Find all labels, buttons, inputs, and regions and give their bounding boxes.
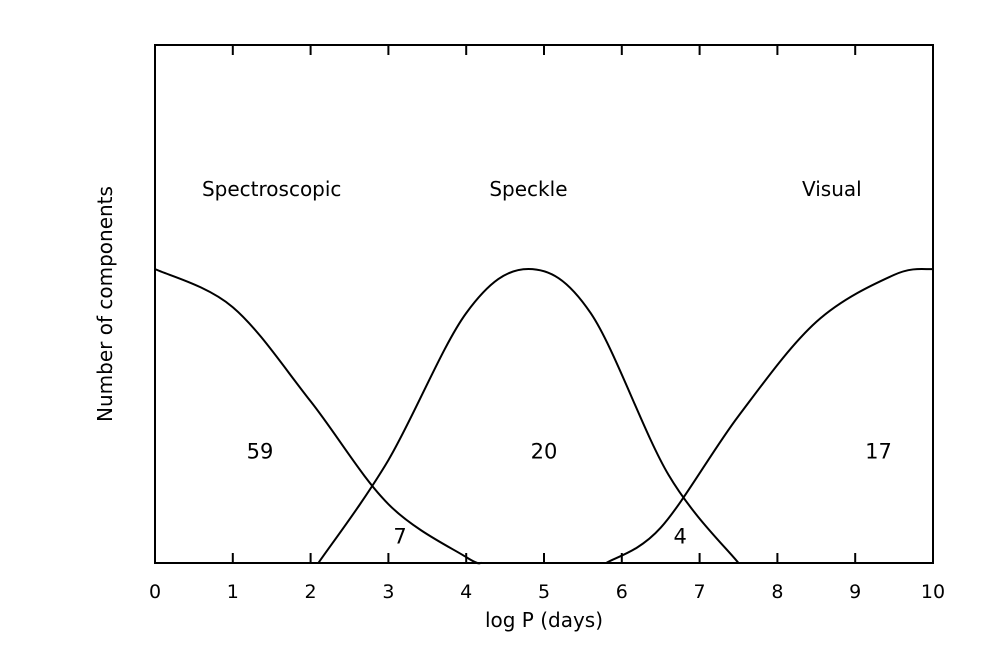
curve-speckle [317,267,740,564]
region-label-spectroscopic: Spectroscopic [202,177,341,201]
x-tick-label: 8 [771,581,783,603]
count-labels: 59 20 17 7 4 [247,439,892,548]
curve-visual [605,267,934,564]
count-label: 7 [393,525,406,549]
count-label: 59 [247,439,274,463]
x-axis-ticks [154,45,934,563]
plot-frame [154,44,934,564]
curve-spectroscopic [154,268,483,565]
x-tick-label: 2 [305,581,317,603]
count-label: 17 [865,439,892,463]
x-tick-label: 1 [227,581,239,603]
region-labels: Spectroscopic Speckle Visual [202,177,862,201]
x-tick-label: 9 [849,581,861,603]
x-axis-title: log P (days) [485,608,603,632]
x-tick-label: 5 [538,581,550,603]
y-axis-title: Number of components [93,186,117,422]
count-label: 20 [531,439,558,463]
x-tick-label: 3 [382,581,394,603]
region-label-visual: Visual [802,177,862,201]
x-tick-label: 0 [149,581,161,603]
x-tick-label: 7 [694,581,706,603]
series-curves [154,267,934,565]
x-tick-label: 10 [921,581,945,603]
x-tick-label: 6 [616,581,628,603]
x-tick-label: 4 [460,581,472,603]
count-label: 4 [673,525,686,549]
region-label-speckle: Speckle [489,177,567,201]
x-axis-tick-labels: 0 1 2 3 4 5 6 7 8 9 10 [149,581,945,603]
